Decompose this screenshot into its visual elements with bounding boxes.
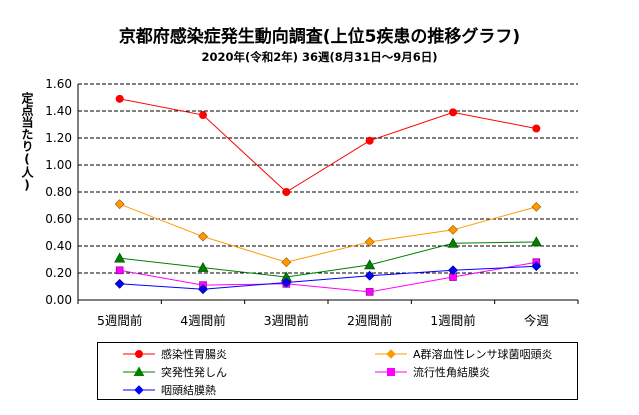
chart-subtitle: 2020年(令和2年) 36週(8月31日～9月6日) — [201, 50, 438, 64]
x-tick-label: 1週間前 — [430, 313, 475, 328]
legend-marker-icon — [123, 365, 155, 376]
data-point — [115, 94, 124, 103]
data-point — [114, 278, 125, 289]
legend-label: 咽頭結膜熱 — [161, 383, 216, 397]
data-point — [447, 237, 459, 248]
series-line-3 — [119, 241, 537, 278]
data-point — [281, 257, 292, 268]
series-line-1 — [119, 98, 537, 193]
data-point — [364, 270, 375, 281]
data-point — [115, 266, 124, 275]
y-tick-label: 0.40 — [45, 239, 72, 253]
legend-item: A群溶血性レンサ球菌咽頭炎 — [374, 345, 553, 362]
legend-label: 突発性発しん — [161, 365, 227, 379]
data-point — [449, 108, 457, 117]
legend-item: 咽頭結膜熱 — [122, 381, 216, 398]
legend-marker-icon — [375, 367, 407, 376]
data-point — [198, 284, 208, 295]
legend-marker-icon — [123, 349, 155, 358]
series-line-4 — [119, 261, 537, 293]
legend-marker-icon — [375, 348, 407, 359]
data-point — [530, 236, 542, 247]
data-point — [448, 265, 458, 276]
x-tick-label: 4週間前 — [180, 313, 225, 328]
data-point — [448, 224, 458, 235]
y-tick-label: 0.60 — [45, 212, 72, 226]
y-tick-label: 1.20 — [45, 131, 72, 145]
data-point — [365, 288, 374, 296]
data-point — [364, 259, 376, 270]
chart-title: 京都府感染症発生動向調査(上位5疾患の推移グラフ) — [118, 27, 521, 47]
data-point — [281, 277, 292, 288]
data-point — [199, 111, 207, 120]
y-tick-label: 1.00 — [45, 158, 72, 172]
y-tick-label: 0.00 — [45, 293, 72, 307]
data-point — [364, 237, 375, 247]
y-tick-label: 0.80 — [45, 185, 72, 199]
data-point — [114, 252, 126, 263]
legend-label: 流行性角結膜炎 — [413, 365, 490, 379]
y-tick-label: 1.60 — [45, 77, 72, 91]
legend-item: 突発性発しん — [122, 363, 227, 380]
line-chart: 0.00 0.20 0.40 0.60 0.80 1.00 1.20 1.40 1.60 5週間前… — [45, 77, 579, 328]
legend-label: 感染性胃腸炎 — [161, 347, 227, 361]
legend-marker-icon — [123, 384, 155, 395]
data-point — [282, 188, 291, 196]
y-axis-label: 定点当たり(人) — [20, 92, 34, 192]
x-tick-label: 2週間前 — [347, 313, 392, 328]
series-line-2 — [119, 203, 537, 263]
legend-label: A群溶血性レンサ球菌咽頭炎 — [413, 347, 553, 361]
chart-legend: 感染性胃腸炎 A群溶血性レンサ球菌咽頭炎突発性発しん 流行性角結膜炎咽頭結膜熱 — [97, 342, 578, 400]
data-point — [197, 261, 209, 272]
legend-item: 流行性角結膜炎 — [374, 363, 490, 380]
data-point — [531, 261, 542, 272]
y-tick-label: 1.40 — [45, 104, 72, 118]
data-point — [532, 124, 541, 133]
data-point — [365, 136, 374, 145]
x-tick-label: 今週 — [524, 313, 550, 328]
y-tick-label: 0.20 — [45, 266, 72, 280]
legend-item: 感染性胃腸炎 — [122, 345, 227, 362]
series-line-5 — [119, 265, 537, 290]
x-tick-label: 5週間前 — [97, 313, 142, 328]
x-tick-label: 3週間前 — [264, 313, 309, 328]
data-point — [198, 231, 208, 242]
data-point — [531, 201, 542, 212]
data-point — [114, 199, 125, 210]
